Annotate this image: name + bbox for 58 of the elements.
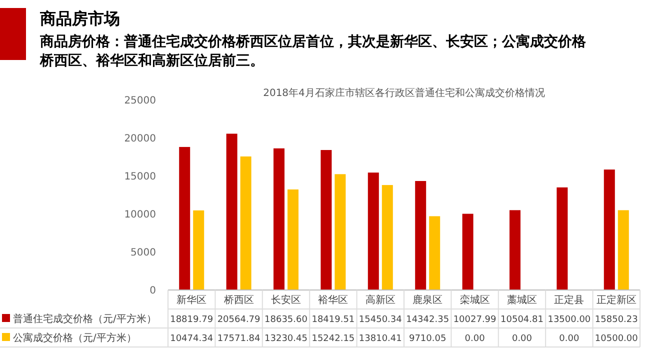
- data-label: 15850.23: [594, 315, 638, 325]
- y-tick-label: 20000: [124, 134, 156, 144]
- data-label: 14342.35: [406, 315, 450, 325]
- data-label: 17571.84: [217, 334, 261, 344]
- chart-title: 2018年4月石家庄市辖区各行政区普通住宅和公寓成交价格情况: [263, 87, 545, 99]
- bar: [334, 174, 346, 290]
- bar: [288, 189, 298, 290]
- x-tick-label: 藁城区: [507, 294, 537, 306]
- data-label: 9710.05: [408, 334, 446, 344]
- bar: [462, 214, 474, 290]
- bar: [382, 185, 393, 290]
- y-tick-label: 15000: [124, 172, 156, 182]
- legend-label: 公寓成交价格（元/平方米）: [13, 332, 136, 344]
- data-label: 10504.81: [500, 315, 544, 325]
- data-label: 10027.99: [453, 315, 497, 325]
- y-tick-label: 10000: [124, 210, 156, 220]
- data-label: 18819.79: [170, 315, 214, 325]
- x-tick-label: 裕华区: [318, 294, 348, 306]
- x-tick-label: 鹿泉区: [412, 294, 443, 306]
- data-label: 13810.41: [358, 334, 402, 344]
- x-tick-label: 栾城区: [460, 294, 490, 306]
- data-label: 0.00: [559, 334, 580, 344]
- data-label: 0.00: [512, 334, 532, 344]
- data-label: 10500.00: [594, 334, 638, 344]
- bar: [510, 210, 520, 290]
- bar: [429, 216, 440, 290]
- bar: [240, 156, 252, 290]
- data-label: 0.00: [464, 334, 486, 344]
- bar: [556, 187, 568, 290]
- x-tick-label: 高新区: [365, 294, 396, 306]
- text: 商品房价格：普通住宅成交价格桥西区位居首位，其次是新华区、长安区；公寓成交价格桥西区、裕华区和高新区位居前三。: [39, 33, 587, 69]
- x-tick-label: 正定县: [554, 294, 584, 306]
- data-label: 18419.51: [312, 315, 355, 325]
- x-tick-label: 桥西区: [222, 294, 254, 306]
- bar: [604, 170, 615, 290]
- x-tick-label: 长安区: [271, 294, 301, 306]
- bar: [320, 150, 332, 290]
- data-label: 20564.79: [217, 315, 261, 325]
- bar: [226, 134, 238, 290]
- data-label: 13230.45: [264, 334, 308, 344]
- bar: [618, 210, 629, 290]
- bar: [368, 172, 379, 290]
- data-label: 10474.34: [170, 334, 214, 344]
- y-tick-label: 25000: [124, 96, 156, 106]
- data-label: 15242.15: [312, 334, 355, 344]
- bar: [179, 146, 190, 290]
- text: 商品房市场: [39, 9, 120, 28]
- x-tick-label: 新华区: [176, 294, 207, 306]
- bar: [415, 181, 426, 290]
- x-tick-label: 正定新区: [596, 294, 636, 306]
- bar: [274, 148, 284, 290]
- y-tick-label: 0: [150, 286, 156, 296]
- data-label: 13500.00: [548, 315, 591, 325]
- y-tick-label: 5000: [130, 248, 156, 258]
- legend-label: 普通住宅成交价格（元/平方米）: [13, 313, 156, 325]
- data-label: 18635.60: [264, 315, 308, 325]
- bar: [193, 210, 204, 290]
- data-label: 15450.34: [358, 315, 402, 325]
